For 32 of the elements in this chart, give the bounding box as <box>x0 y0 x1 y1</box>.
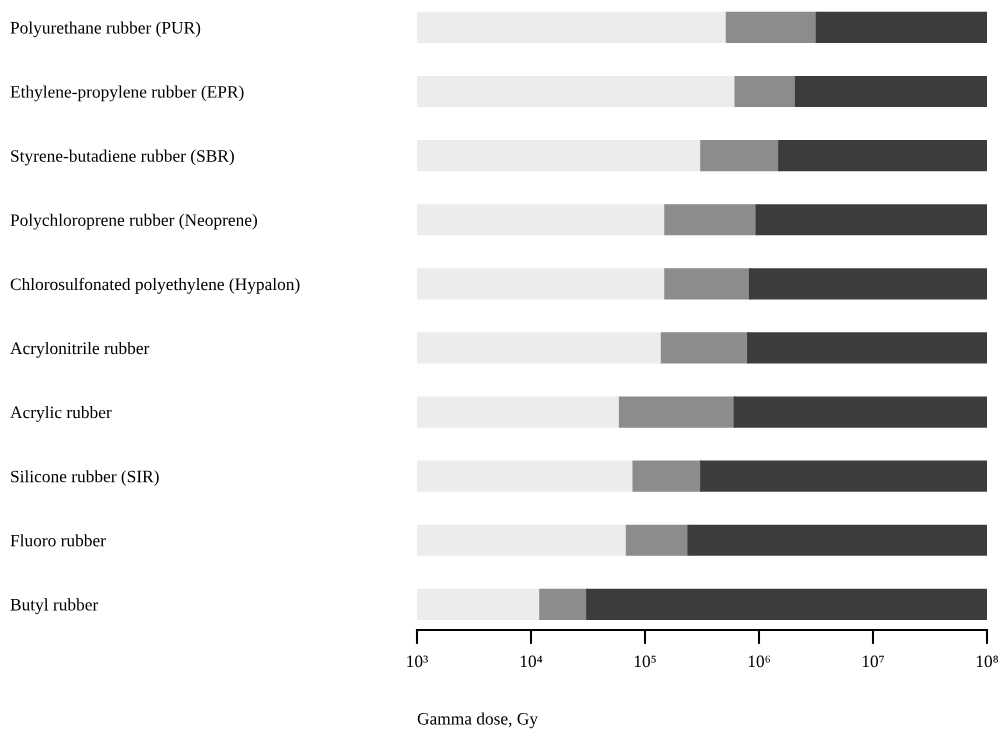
bar <box>687 524 987 556</box>
bar <box>815 11 987 44</box>
bar <box>734 75 797 108</box>
bar <box>778 140 987 172</box>
bar <box>586 588 987 620</box>
bar <box>700 140 780 172</box>
y-tick-label: Polychloroprene rubber (Neoprene) <box>10 213 258 230</box>
x-tick-label: 10⁸ <box>976 655 999 668</box>
bar <box>632 460 702 492</box>
y-tick-label: Polyurethane rubber (PUR) <box>10 21 201 38</box>
x-axis-title: Gamma dose, Gy <box>417 712 538 729</box>
y-tick-label: Ethylene-propylene rubber (EPR) <box>10 85 244 102</box>
x-tick-label: 10⁴ <box>520 655 543 668</box>
bar <box>733 396 987 428</box>
bar <box>748 268 987 300</box>
x-tick-label: 10⁵ <box>634 655 656 668</box>
y-tick-label: Acrylonitrile rubber <box>10 341 150 358</box>
bar <box>794 75 987 108</box>
bar <box>755 204 987 236</box>
bar <box>725 11 818 44</box>
y-tick-label: Silicone rubber (SIR) <box>11 470 159 486</box>
y-tick-label: Butyl rubber <box>10 598 99 615</box>
bar <box>700 460 987 492</box>
x-tick-label: 10⁷ <box>862 655 884 668</box>
bar <box>747 332 987 364</box>
x-tick-label: 10⁶ <box>748 655 770 668</box>
y-tick-label: Chlorosulfonated polyethylene (Hypalon) <box>10 277 300 294</box>
y-tick-label: Fluoro rubber <box>10 534 106 547</box>
x-tick-label: 10³ <box>407 655 428 668</box>
bar <box>625 524 690 556</box>
y-tick-label: Styrene-butadiene rubber (SBR) <box>11 149 234 166</box>
y-tick-label: Acrylic rubber <box>10 406 112 422</box>
